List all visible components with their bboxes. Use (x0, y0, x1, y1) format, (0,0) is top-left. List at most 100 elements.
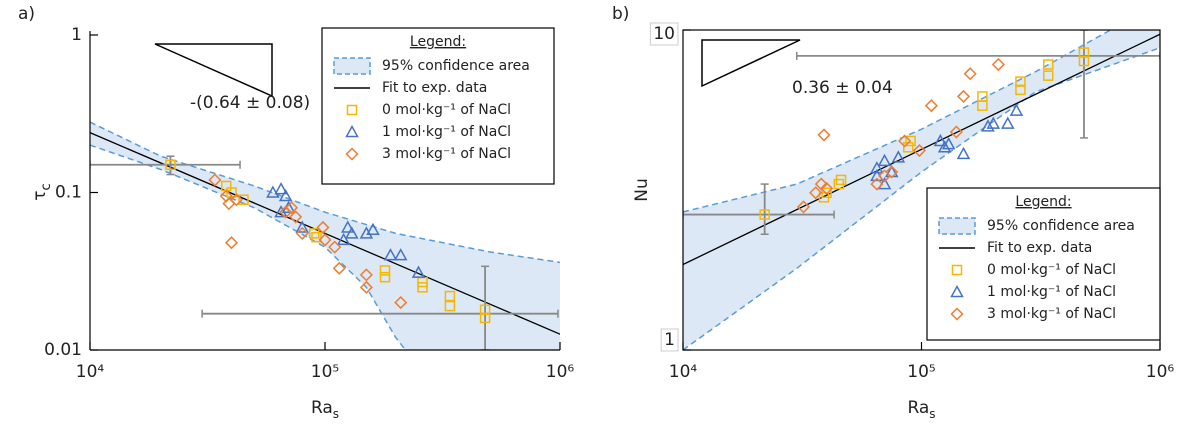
data-point (809, 186, 823, 200)
data-point (379, 265, 391, 276)
data-point (411, 265, 426, 278)
data-point (759, 209, 770, 220)
slope-triangle (154, 43, 273, 98)
data-point (278, 188, 293, 202)
confidence-upper (683, 30, 1111, 213)
x-tick-label: 10⁴ (669, 362, 698, 382)
data-point (924, 99, 938, 113)
y-tick-box (649, 22, 679, 46)
data-point (336, 232, 351, 246)
x-tick-label: 10⁵ (907, 362, 935, 382)
plot-area (90, 121, 560, 350)
data-point (379, 271, 391, 283)
x-tick-label: 10⁵ (311, 362, 339, 382)
x-tick-label: 10⁶ (546, 362, 575, 382)
slope-annotation: 0.36 ± 0.04 (792, 78, 893, 98)
legend-label: 0 mol·kg⁻¹ of NaCl (987, 262, 1116, 278)
data-point (208, 173, 222, 187)
legend-marker (345, 124, 359, 138)
data-point (359, 280, 373, 294)
data-point (1015, 76, 1026, 87)
data-point (835, 174, 847, 186)
legend-marker (346, 104, 358, 116)
legend-marker (345, 147, 359, 161)
data-point (956, 146, 971, 160)
data-point (318, 233, 332, 247)
data-point (274, 182, 288, 195)
panel-label: b) (612, 4, 629, 24)
data-point (359, 226, 374, 239)
y-tick-label: 1 (664, 330, 675, 350)
x-tick-label: 10⁶ (1146, 362, 1175, 382)
legend-box (321, 27, 555, 185)
legend-label: 1 mol·kg⁻¹ of NaCl (382, 124, 511, 140)
legend-label: Fit to exp. data (382, 80, 487, 96)
confidence-lower (90, 144, 407, 350)
legend-label: 95% confidence area (382, 58, 530, 74)
legend-label: 0 mol·kg⁻¹ of NaCl (382, 102, 511, 118)
data-point (311, 231, 322, 243)
legend-label: Fit to exp. data (987, 240, 1092, 256)
x-axis-label-sub: s (929, 407, 935, 421)
data-point (1009, 103, 1024, 116)
data-point (289, 210, 303, 224)
data-point (479, 304, 491, 316)
data-point (341, 220, 355, 233)
plot-area (683, 30, 1160, 350)
data-point (949, 125, 963, 139)
data-point (224, 236, 239, 250)
data-point (444, 290, 456, 302)
data-point (956, 89, 971, 103)
legend-marker (950, 307, 964, 321)
y-tick-label: 0.1 (55, 183, 82, 203)
data-point (284, 201, 299, 215)
data-point (359, 268, 373, 282)
y-axis-label-sub: c (39, 183, 54, 190)
y-axis-label: Nu (632, 178, 652, 202)
data-point (1043, 70, 1054, 81)
x-axis-label-main: Ra (311, 398, 333, 418)
fit-line (683, 33, 1160, 266)
data-point (885, 165, 899, 179)
data-point (316, 220, 330, 235)
data-point (820, 181, 834, 195)
x-axis-label: Ras (311, 398, 339, 421)
data-point (870, 177, 884, 191)
data-point (479, 312, 491, 324)
confidence-area (90, 122, 560, 350)
data-point (977, 91, 988, 102)
legend-label: 1 mol·kg⁻¹ of NaCl (987, 284, 1116, 300)
y-tick-label: 1 (71, 25, 82, 45)
data-point (394, 296, 408, 310)
legend-swatch (333, 57, 371, 75)
data-point (1043, 59, 1054, 70)
x-axis-label-sub: s (333, 407, 339, 421)
data-point (912, 143, 926, 158)
data-point (295, 226, 309, 240)
data-point (165, 159, 176, 171)
y-tick-label: 0.01 (44, 340, 82, 360)
data-point (295, 220, 309, 233)
legend-label: 3 mol·kg⁻¹ of NaCl (382, 146, 511, 162)
data-point (981, 119, 995, 132)
x-axis-label: Ras (907, 398, 935, 421)
data-point (1078, 47, 1090, 58)
data-point (898, 134, 912, 148)
data-point (991, 57, 1005, 72)
y-tick-label: 10 (653, 24, 675, 44)
y-tick-box (660, 328, 679, 352)
data-point (444, 300, 456, 312)
data-point (332, 261, 346, 275)
legend-title: Legend: (410, 34, 466, 50)
legend-swatch (938, 217, 976, 235)
data-point (1001, 116, 1015, 129)
y-axis-label-main: τ (30, 190, 50, 200)
data-point (345, 226, 359, 239)
data-point (328, 240, 342, 254)
data-point (366, 222, 380, 236)
data-point (383, 248, 398, 261)
data-point (796, 200, 811, 214)
legend-label: 95% confidence area (987, 218, 1135, 234)
